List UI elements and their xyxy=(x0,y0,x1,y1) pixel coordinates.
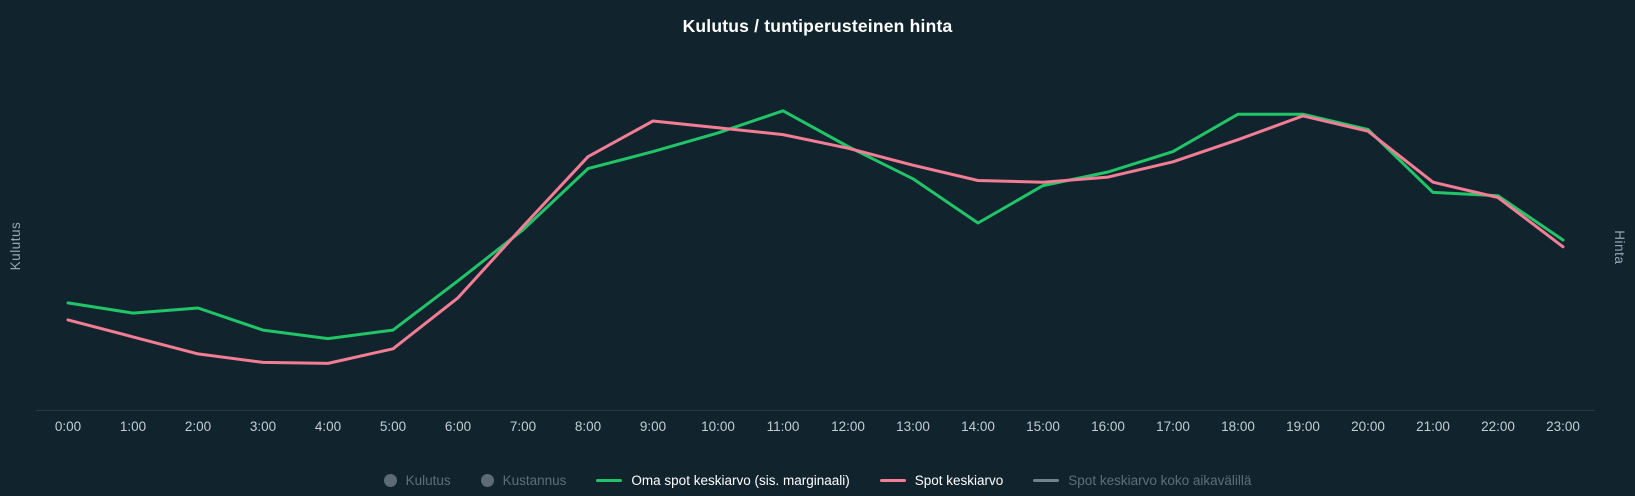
legend-line-marker-icon xyxy=(879,479,906,482)
chart-title: Kulutus / tuntiperusteinen hinta xyxy=(682,16,953,36)
x-axis-tick-label: 23:00 xyxy=(1546,419,1580,434)
x-axis-tick-label: 19:00 xyxy=(1286,419,1320,434)
chart-legend: Kulutus Kustannus Oma spot keskiarvo (sis.… xyxy=(0,473,1635,488)
x-axis-tick-label: 7:00 xyxy=(510,419,536,434)
x-axis-tick-label: 21:00 xyxy=(1416,419,1450,434)
x-axis-tick-label: 12:00 xyxy=(831,419,865,434)
legend-circle-marker-icon xyxy=(480,474,494,487)
legend-item-label: Spot keskiarvo koko aikavälillä xyxy=(1068,473,1252,488)
legend-line-marker-icon xyxy=(596,479,623,482)
legend-line-marker-icon xyxy=(1033,479,1060,482)
x-axis-tick-label: 3:00 xyxy=(250,419,276,434)
x-axis-tick-label: 4:00 xyxy=(315,419,341,434)
x-axis-tick-label: 18:00 xyxy=(1221,419,1255,434)
x-axis-tick-label: 8:00 xyxy=(575,419,601,434)
x-axis-tick-label: 2:00 xyxy=(185,419,211,434)
x-axis-tick-label: 5:00 xyxy=(380,419,406,434)
legend-circle-marker-icon xyxy=(383,474,397,487)
x-axis-tick-label: 15:00 xyxy=(1026,419,1060,434)
series-line-spot-keskiarvo[interactable] xyxy=(66,114,1565,365)
legend-item-label: Kustannus xyxy=(502,473,567,488)
x-axis-tick-label: 22:00 xyxy=(1481,419,1515,434)
x-axis-tick-label: 16:00 xyxy=(1091,419,1125,434)
x-axis-tick-label: 14:00 xyxy=(961,419,995,434)
x-axis-tick-label: 1:00 xyxy=(120,419,146,434)
legend-item-kustannus[interactable]: Kustannus xyxy=(480,473,567,488)
legend-item-kulutus[interactable]: Kulutus xyxy=(383,473,451,488)
x-axis-tick-label: 17:00 xyxy=(1156,419,1190,434)
legend-item-label: Kulutus xyxy=(405,473,451,488)
x-axis-tick-label: 9:00 xyxy=(640,419,666,434)
x-axis-tick-label: 6:00 xyxy=(445,419,471,434)
legend-item-label: Spot keskiarvo xyxy=(914,473,1004,488)
legend-item-spot-keskiarvo[interactable]: Spot keskiarvo xyxy=(879,473,1004,488)
legend-item-spot-keskiarvo-koko-aikav-lill[interactable]: Spot keskiarvo koko aikavälillä xyxy=(1033,473,1251,488)
x-axis-tick-label: 20:00 xyxy=(1351,419,1385,434)
legend-item-label: Oma spot keskiarvo (sis. marginaali) xyxy=(631,473,850,488)
y-axis-title-right: Hinta xyxy=(1612,230,1627,265)
x-axis-tick-label: 10:00 xyxy=(701,419,735,434)
x-axis-tick-label: 13:00 xyxy=(896,419,930,434)
legend-item-oma-spot-keskiarvo-sis-marginaali[interactable]: Oma spot keskiarvo (sis. marginaali) xyxy=(596,473,850,488)
x-axis-tick-label: 0:00 xyxy=(55,419,81,434)
x-axis-tick-label: 11:00 xyxy=(767,419,800,434)
series-line-oma-spot-keskiarvo-sis-marginaali[interactable] xyxy=(66,109,1565,341)
